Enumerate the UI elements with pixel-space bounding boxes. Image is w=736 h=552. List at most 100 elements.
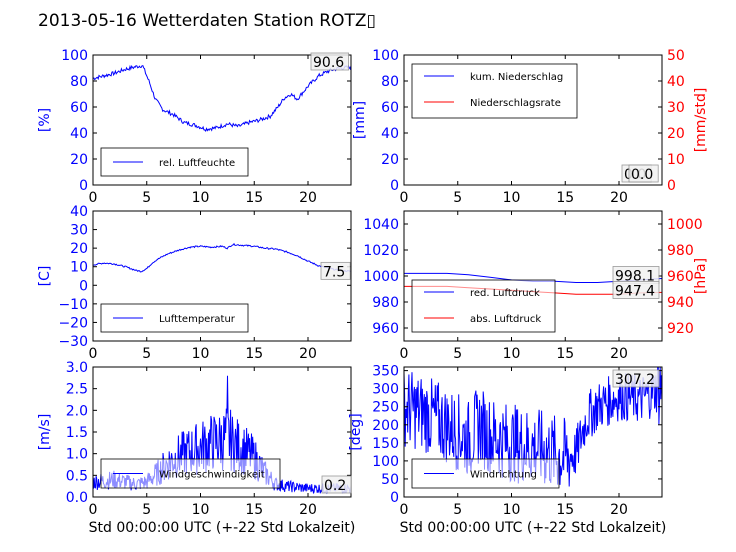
- legend-frame: [411, 279, 556, 333]
- y-tick-label: 100: [61, 48, 88, 64]
- x-tick-label: 15: [245, 346, 263, 362]
- series-line-windrichtung: [404, 367, 662, 487]
- y-axis-label: [m/s]: [37, 414, 53, 451]
- x-tick-label: 5: [142, 346, 151, 362]
- x-tick-label: 15: [556, 190, 574, 206]
- y-tick-label: 100: [372, 48, 399, 64]
- y-tick-label: 60: [70, 100, 88, 116]
- last-value-label: 947.4: [615, 283, 655, 299]
- last-value-label: 998.1: [615, 268, 655, 284]
- y-tick-label: 1.0: [66, 447, 88, 463]
- x-tick-label: 20: [610, 190, 628, 206]
- legend: Windrichtung: [411, 458, 560, 489]
- panel-temperature: 0 5 10 15 20 −30 −20 −10 0 10 20 30 40 [C] 7.5 Lufttemp…: [37, 204, 352, 362]
- y2-tick-label: 920: [667, 321, 694, 337]
- panel-windspeed: 0 5 10 15 20 Std 00:00:00 UTC (+-22 Std Lokal…: [37, 360, 355, 536]
- y-tick-label: 10: [70, 260, 88, 276]
- y-tick-label: 40: [70, 126, 88, 142]
- x-tick-label: 0: [89, 502, 98, 518]
- y-tick-label: 20: [70, 152, 88, 168]
- y-tick-label: 1.5: [66, 425, 88, 441]
- y2-tick-label: 10: [667, 152, 685, 168]
- legend-entry: Niederschlagsrate: [470, 98, 561, 109]
- y-tick-label: 150: [372, 436, 399, 452]
- y-tick-label: 980: [372, 295, 399, 311]
- x-tick-label: 0: [89, 190, 98, 206]
- y-tick-label: 40: [70, 204, 88, 220]
- last-value-label: 0.2: [324, 478, 346, 494]
- legend-entry: rel. Luftfeuchte: [159, 158, 235, 169]
- x-tick-label: 20: [299, 346, 317, 362]
- y2-axis-label: [mm/std]: [693, 88, 709, 153]
- x-tick-label: 5: [453, 190, 462, 206]
- y-tick-label: 0: [79, 178, 88, 194]
- last-value-box: [612, 281, 660, 299]
- y-tick-label: 50: [381, 472, 399, 488]
- panel-pressure: 0 5 10 15 20 960 980 1000 1020 1040 920 940 960 980 10…: [363, 210, 709, 362]
- last-value-box: [628, 164, 659, 183]
- legend-entry: kum. Niederschlag: [470, 72, 563, 83]
- x-tick-label: 10: [503, 502, 521, 518]
- y-tick-label: 1020: [363, 243, 399, 259]
- x-tick-label: 15: [245, 190, 263, 206]
- figure-title: 2013-05-16 Wetterdaten Station ROTZ▯: [38, 11, 376, 31]
- legend: rel. Luftfeuchte: [100, 147, 249, 177]
- y-tick-label: 0.0: [66, 490, 88, 506]
- legend: Lufttemperatur: [100, 303, 249, 333]
- last-value-label: 0.0: [631, 167, 653, 183]
- y-tick-label: 80: [381, 74, 399, 90]
- last-value-box: [321, 475, 352, 494]
- y-tick-label: 60: [381, 100, 399, 116]
- panel-winddir: 0 5 10 15 20 Std 00:00:00 UTC (+-22 Std Lokal…: [348, 364, 666, 536]
- axes-frame: [403, 366, 663, 498]
- legend: kum. Niederschlag Niederschlagsrate: [411, 63, 578, 119]
- x-tick-label: 10: [192, 190, 210, 206]
- last-value-label: 307.2: [615, 372, 655, 388]
- y-tick-label: 0: [79, 278, 88, 294]
- y-tick-label: 1000: [363, 269, 399, 285]
- x-tick-label: 20: [299, 190, 317, 206]
- legend: Windgeschwindigkeit: [100, 458, 281, 489]
- y-tick-label: 20: [70, 241, 88, 257]
- y-tick-label: 250: [372, 400, 399, 416]
- y-tick-label: 0: [390, 490, 399, 506]
- y-tick-label: −10: [58, 297, 88, 313]
- series-line-windgeschwindigkeit: [93, 375, 351, 495]
- x-tick-label: 0: [400, 190, 409, 206]
- y2-tick-label: 960: [667, 269, 694, 285]
- y-axis-label: [deg]: [348, 413, 364, 450]
- y2-tick-label: 0: [667, 178, 676, 194]
- y-tick-label: 0: [390, 178, 399, 194]
- y-tick-label: 20: [381, 152, 399, 168]
- y-tick-label: 40: [381, 126, 399, 142]
- x-tick-label: 10: [192, 502, 210, 518]
- y-axis-label: [mm]: [352, 101, 368, 139]
- panel-precip: 0 5 10 15 20 0 20 40 60 80 100 [mm] 0 10 20 30 40 50 [mm/s…: [352, 48, 709, 206]
- x-tick-label: 20: [610, 502, 628, 518]
- x-tick-label: 10: [503, 346, 521, 362]
- axes-frame: [403, 54, 663, 186]
- y2-tick-label: 40: [667, 74, 685, 90]
- axes-frame: [92, 210, 352, 342]
- legend-frame: [100, 303, 249, 333]
- series-line-lufttemperatur: [93, 242, 351, 273]
- y-tick-label: −30: [58, 334, 88, 350]
- x-tick-label: 0: [400, 346, 409, 362]
- panel-humidity: 0 5 10 15 20 0 20 40 60 80 100 [%] 90.6 rel. Luftfeuc…: [37, 48, 352, 206]
- y-tick-label: −20: [58, 315, 88, 331]
- series-line-rel-luftfeuchte: [93, 64, 351, 132]
- legend-frame: [100, 458, 281, 489]
- x-tick-label: 20: [299, 502, 317, 518]
- legend-entry: Lufttemperatur: [159, 314, 236, 325]
- y2-tick-label: 50: [667, 48, 685, 64]
- x-tick-label: 10: [503, 190, 521, 206]
- x-tick-label: 5: [453, 346, 462, 362]
- x-axis-label: Std 00:00:00 UTC (+-22 Std Lokalzeit): [89, 520, 356, 536]
- legend: red. Luftdruck abs. Luftdruck: [411, 279, 556, 333]
- y-tick-label: 2.5: [66, 382, 88, 398]
- x-axis-label: Std 00:00:00 UTC (+-22 Std Lokalzeit): [400, 520, 667, 536]
- y-axis-label: [%]: [37, 108, 53, 132]
- y-tick-label: 3.0: [66, 360, 88, 376]
- y-tick-label: 2.0: [66, 403, 88, 419]
